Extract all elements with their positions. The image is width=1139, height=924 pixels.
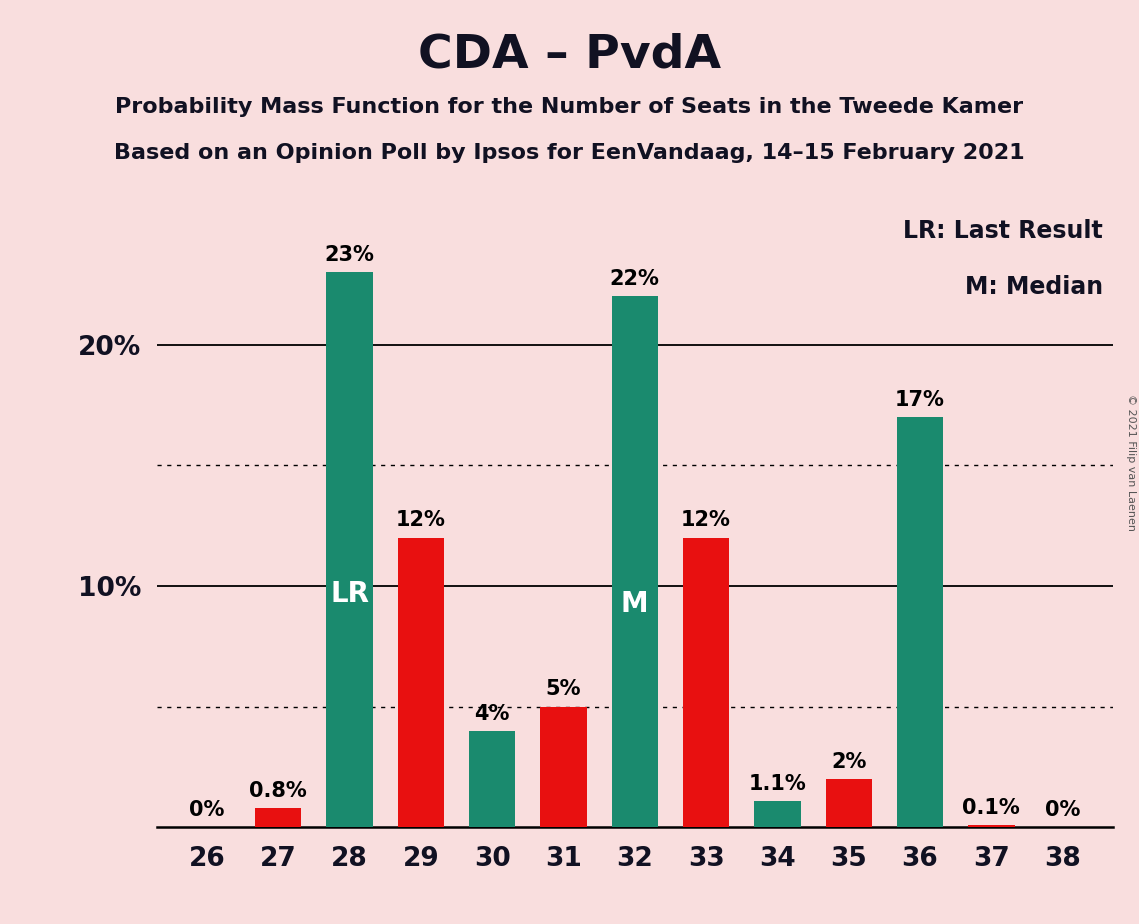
Bar [540,707,587,827]
Text: 1.1%: 1.1% [748,773,806,794]
Text: 22%: 22% [609,269,659,289]
Text: LR: Last Result: LR: Last Result [903,219,1103,243]
Bar [255,808,302,827]
Text: 2%: 2% [831,752,867,772]
Text: 17%: 17% [895,390,945,409]
Bar [469,731,515,827]
Text: 0.8%: 0.8% [249,781,308,801]
Text: 5%: 5% [546,679,581,699]
Text: 23%: 23% [325,245,375,265]
Bar [826,779,872,827]
Text: 4%: 4% [475,703,510,723]
Text: 0%: 0% [1044,800,1081,820]
Bar [398,538,444,827]
Text: 12%: 12% [681,510,731,530]
Bar [968,825,1015,827]
Text: Probability Mass Function for the Number of Seats in the Tweede Kamer: Probability Mass Function for the Number… [115,97,1024,117]
Text: M: Median: M: Median [965,275,1103,299]
Text: © 2021 Filip van Laenen: © 2021 Filip van Laenen [1126,394,1136,530]
Text: LR: LR [330,580,369,608]
Text: 0%: 0% [189,800,224,820]
Bar [683,538,729,827]
Bar [327,273,372,827]
Text: M: M [621,590,648,618]
Text: Based on an Opinion Poll by Ipsos for EenVandaag, 14–15 February 2021: Based on an Opinion Poll by Ipsos for Ee… [114,143,1025,164]
Bar [754,801,801,827]
Text: CDA – PvdA: CDA – PvdA [418,32,721,78]
Text: 0.1%: 0.1% [962,797,1021,818]
Bar [612,297,658,827]
Text: 12%: 12% [396,510,445,530]
Bar [896,417,943,827]
